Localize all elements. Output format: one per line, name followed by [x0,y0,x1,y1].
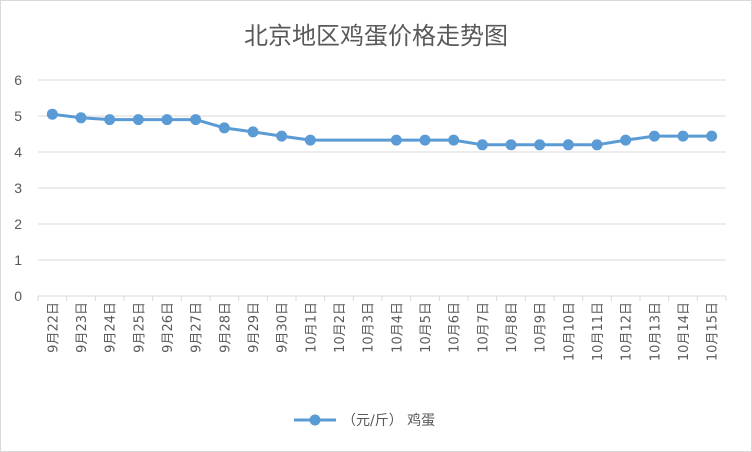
x-tick-label: 10月8日 [505,302,520,353]
series-line-0 [52,112,712,147]
data-series [46,108,718,151]
x-tick-label: 10月15日 [706,302,721,361]
x-axis [37,295,727,301]
y-tick-label: 5 [14,108,22,124]
x-tick-label: 10月12日 [620,302,635,361]
x-tick-label: 10月10日 [562,302,577,361]
data-point-10月9日[interactable] [534,139,546,151]
y-tick-label: 1 [14,252,22,268]
x-tick-label: 9月26日 [161,302,176,353]
x-tick-label: 10月2日 [333,302,348,353]
data-point-10月13日[interactable] [648,130,660,142]
data-point-10月1日[interactable] [304,134,316,146]
y-tick-label: 4 [14,144,22,160]
x-tick-label: 9月23日 [75,302,90,353]
x-tick-label: 9月30日 [276,302,291,353]
data-point-10月12日[interactable] [620,134,632,146]
y-tick-label: 6 [14,72,22,88]
x-tick-label: 10月13日 [648,302,663,361]
x-tick-label: 10月6日 [448,302,463,353]
data-point-9月30日[interactable] [276,130,288,142]
x-tick-label: 10月11日 [591,302,606,361]
data-point-10月15日[interactable] [706,130,718,142]
data-point-9月28日[interactable] [218,122,230,134]
data-point-10月10日[interactable] [562,139,574,151]
data-point-10月11日[interactable] [591,139,603,151]
data-point-10月7日[interactable] [476,139,488,151]
x-tick-label: 10月4日 [390,302,405,353]
x-axis-tick-labels: 9月22日 9月23日 9月24日 9月25日 9月26日 9月27日 9月28日 9月29日… [46,302,720,361]
data-point-10月4日[interactable] [390,134,402,146]
legend: （元/斤） 鸡蛋 [294,412,435,429]
x-tick-label: 9月22日 [46,302,61,353]
grid-lines [38,79,726,261]
x-tick-label: 10月7日 [476,302,491,353]
data-point-9月26日[interactable] [161,114,173,126]
x-tick-label: 10月9日 [534,302,549,353]
x-tick-label: 10月3日 [362,302,377,353]
x-tick-label: 9月29日 [247,302,262,353]
legend-marker-swatch [309,414,321,426]
legend-label[interactable]: （元/斤） 鸡蛋 [342,412,435,429]
data-point-9月29日[interactable] [247,126,259,138]
x-tick-label: 10月1日 [304,302,319,353]
data-point-9月23日[interactable] [75,112,87,124]
x-tick-label: 10月5日 [419,302,434,353]
x-tick-label: 9月27日 [190,302,205,353]
y-tick-label: 3 [14,180,22,196]
x-tick-label: 9月28日 [218,302,233,353]
y-tick-label: 0 [14,288,22,304]
data-point-9月22日[interactable] [46,108,58,120]
data-point-10月5日[interactable] [419,134,431,146]
data-point-10月6日[interactable] [448,134,460,146]
y-axis-ticks: 0 1 2 3 4 5 6 [14,72,22,304]
y-tick-label: 2 [14,216,22,232]
x-tick-label: 9月24日 [104,302,119,353]
data-point-9月27日[interactable] [190,114,202,126]
data-point-9月25日[interactable] [132,114,144,126]
data-point-10月14日[interactable] [677,130,689,142]
data-point-9月24日[interactable] [104,114,116,126]
x-tick-label: 9月25日 [132,302,147,353]
x-tick-label: 10月14日 [677,302,692,361]
data-point-10月8日[interactable] [505,139,517,151]
chart-title: 北京地区鸡蛋价格走势图 [244,22,508,50]
